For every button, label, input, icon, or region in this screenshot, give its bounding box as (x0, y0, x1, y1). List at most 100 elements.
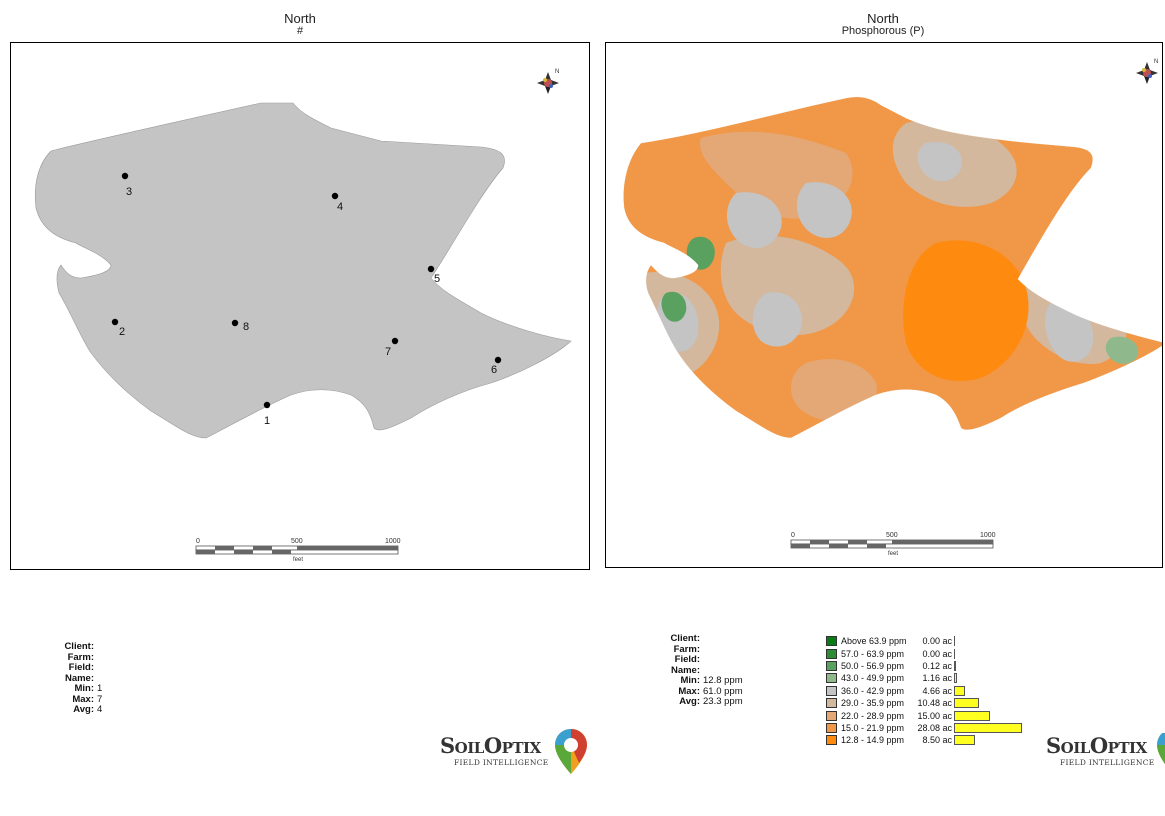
legend-area: 15.00 ac (917, 710, 952, 721)
info-key: Field: (674, 654, 700, 665)
legend-swatch (826, 660, 837, 671)
sample-point-label-4: 4 (337, 201, 343, 213)
legend-area: 0.00 ac (922, 636, 952, 647)
scale-tick-1000: 1000 (385, 538, 401, 545)
info-row: Avg: 4 (38, 704, 238, 716)
legend-label: 57.0 - 63.9 ppm (841, 648, 905, 659)
info-key: Name: (670, 664, 700, 676)
legend-histogram-bar (954, 685, 965, 696)
legend-histogram-bar (954, 735, 975, 746)
legend: Above 63.9 ppm 0.00 ac 57.0 - 63.9 ppm 0.00… (826, 635, 1066, 747)
sample-point-6 (494, 356, 502, 364)
legend-area: 10.48 ac (917, 698, 952, 709)
legend-label: 29.0 - 35.9 ppm (841, 698, 905, 709)
legend-histogram-bar (954, 660, 956, 671)
legend-row: 15.0 - 21.9 ppm 28.08 ac (826, 722, 1066, 734)
scale-unit: feet (293, 557, 303, 563)
legend-area: 28.08 ac (917, 722, 952, 733)
info-key: Client: (670, 633, 700, 644)
field-boundary (34, 102, 572, 439)
info-key: Farm: (673, 643, 700, 655)
sample-point-4 (331, 192, 339, 200)
info-row: Field: (38, 662, 238, 674)
compass-icon: N (537, 69, 559, 94)
info-row: Client: (38, 641, 238, 653)
location-pin-icon (1157, 733, 1165, 765)
legend-area: 4.66 ac (922, 685, 952, 696)
sample-point-label-5: 5 (434, 273, 440, 285)
legend-row: 29.0 - 35.9 ppm 10.48 ac (826, 697, 1066, 709)
info-row: Max: 7 (38, 693, 238, 706)
legend-label: 12.8 - 14.9 ppm (841, 735, 905, 746)
scale-tick-0: 0 (196, 538, 200, 545)
right-map-canvas: N 0 500 1000 feet (623, 59, 1162, 557)
compass-icon: N (1136, 59, 1158, 84)
logo-tagline: FIELD INTELLIGENCE (1060, 758, 1155, 767)
info-row: Avg: 23.3 ppm (644, 696, 824, 708)
info-row: Name: (38, 672, 238, 685)
legend-label: 36.0 - 42.9 ppm (841, 685, 905, 696)
legend-label: Above 63.9 ppm (841, 636, 907, 647)
sample-point-8 (231, 319, 239, 327)
info-key: Farm: (67, 651, 94, 663)
info-value: 1 (97, 683, 103, 694)
scale-tick-500: 500 (886, 532, 898, 539)
legend-swatch (826, 735, 837, 746)
legend-row: 12.8 - 14.9 ppm 8.50 ac (826, 734, 1066, 746)
legend-label: 43.0 - 49.9 ppm (841, 673, 905, 684)
logo-tagline: FIELD INTELLIGENCE (454, 758, 549, 767)
scale-bar: 0 500 1000 feet (195, 538, 401, 563)
right-map-title: North (867, 11, 899, 26)
svg-text:N: N (1154, 59, 1158, 65)
sample-point-2 (111, 318, 119, 326)
scale-bar: 0 500 1000 feet (790, 532, 996, 557)
sample-point-5 (427, 265, 435, 273)
legend-label: 22.0 - 28.9 ppm (841, 710, 905, 721)
sample-point-label-8: 8 (243, 321, 249, 333)
legend-histogram-bar (954, 722, 1022, 733)
left-map-title: North (284, 11, 316, 26)
info-value: 7 (97, 693, 103, 705)
scale-tick-0: 0 (791, 532, 795, 539)
sample-point-label-6: 6 (491, 364, 497, 376)
legend-row: 50.0 - 56.9 ppm 0.12 ac (826, 660, 1066, 672)
info-key: Avg: (679, 696, 700, 707)
info-key: Client: (64, 641, 94, 652)
sample-point-label-1: 1 (264, 415, 270, 427)
legend-row: 57.0 - 63.9 ppm 0.00 ac (826, 647, 1066, 659)
sample-point-label-7: 7 (385, 346, 391, 358)
info-key: Field: (68, 662, 94, 673)
info-row: Min: 1 (38, 683, 238, 695)
right-field-outline (623, 96, 1162, 439)
info-row: Max: 61.0 ppm (644, 685, 824, 698)
info-key: Max: (678, 685, 700, 697)
legend-swatch (826, 648, 837, 659)
legend-row: 22.0 - 28.9 ppm 15.00 ac (826, 709, 1066, 721)
logo-wordmark: SOILOPTIX (1046, 733, 1147, 758)
info-row: Client: (644, 633, 824, 645)
legend-histogram-bar (954, 648, 955, 659)
legend-row: 43.0 - 49.9 ppm 1.16 ac (826, 672, 1066, 684)
info-key: Max: (72, 693, 94, 705)
sample-point-label-3: 3 (126, 186, 132, 198)
info-row: Field: (644, 654, 824, 666)
legend-swatch (826, 636, 837, 647)
scale-tick-1000: 1000 (980, 532, 996, 539)
sample-points-layer: 1 2 3 4 5 6 7 8 (111, 172, 502, 427)
legend-swatch (826, 685, 837, 696)
sample-point-7 (391, 337, 399, 345)
info-row: Farm: (644, 643, 824, 656)
legend-histogram-bar (954, 698, 979, 709)
svg-text:N: N (555, 69, 559, 75)
right-map-subtitle: Phosphorous (P) (841, 25, 925, 37)
legend-swatch (826, 710, 837, 721)
info-key: Name: (64, 672, 94, 684)
info-value: 23.3 ppm (703, 696, 743, 707)
info-value: 4 (97, 704, 103, 715)
info-value: 12.8 ppm (703, 675, 743, 686)
soiloptix-logo-right: SOILOPTIX FIELD INTELLIGENCE (1046, 733, 1165, 793)
sample-point-3 (121, 172, 129, 180)
soiloptix-logo: SOILOPTIX FIELD INTELLIGENCE (440, 729, 590, 793)
legend-label: 50.0 - 56.9 ppm (841, 660, 905, 671)
info-key: Min: (680, 675, 700, 686)
